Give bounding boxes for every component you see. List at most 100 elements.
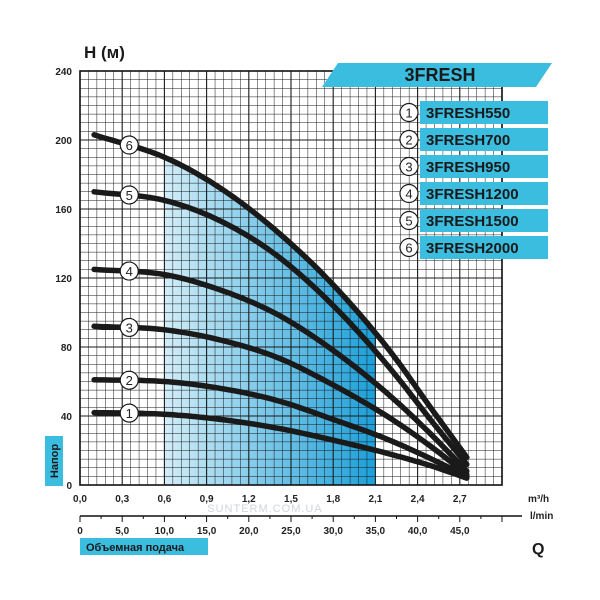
x-tick-label-top: 1,5 [284, 494, 298, 505]
data-point [331, 282, 336, 288]
legend-entry-6: 3FRESH2000 [426, 240, 519, 257]
series-line-3 [91, 323, 470, 478]
series-line-2 [91, 377, 470, 480]
x-tick-label-top: 0,9 [200, 494, 214, 505]
legend-marker-label: 2 [405, 133, 412, 148]
axes [79, 515, 522, 522]
data-point [429, 432, 434, 438]
x-tick-label-top: 2,4 [411, 494, 425, 505]
data-point [387, 415, 392, 420]
series-marker-label: 2 [126, 373, 133, 388]
series-marker-4 [119, 261, 139, 281]
legend-swatch [420, 182, 548, 205]
x-axis-title-box [80, 538, 208, 555]
y-tick-label: 120 [55, 274, 72, 285]
series-marker-3 [119, 317, 139, 338]
data-point [162, 412, 167, 417]
x-tick-label-top: 2,1 [368, 494, 382, 505]
data-point [464, 455, 469, 460]
x-axis-title: Объемная подача [86, 542, 185, 554]
series-layer: 1 2 3 4 5 6 [91, 132, 470, 481]
legend-entry-5: 3FRESH1500 [426, 213, 519, 230]
series-marker-label: 3 [126, 320, 133, 335]
data-point [429, 444, 434, 450]
series-marker-1 [119, 403, 139, 423]
series-line-6 [91, 132, 470, 461]
legend-entry-1: 3FRESH550 [426, 105, 510, 122]
legend: 3FRESH 1 3FRESH550 2 3FRESH700 3 3FRESH950 4 3FR… [322, 63, 552, 259]
x-tick-label-bottom: 35,0 [366, 526, 386, 537]
data-point [274, 253, 280, 258]
y-side-label: Напор [49, 444, 61, 478]
data-point [331, 382, 336, 388]
series-line-4 [91, 266, 470, 474]
data-point [274, 312, 280, 317]
data-point [429, 406, 434, 412]
x-tick-label-top: 1,8 [326, 494, 340, 505]
data-point [274, 355, 280, 360]
data-point [387, 393, 392, 398]
data-point [331, 417, 336, 422]
series-marker-5 [119, 185, 139, 205]
data-point [91, 377, 97, 382]
legend-marker-label: 3 [405, 160, 412, 175]
series-line-1 [91, 409, 470, 481]
data-point [464, 462, 469, 467]
legend-swatch [420, 209, 548, 232]
data-point [91, 324, 97, 329]
data-point [464, 469, 469, 474]
x-tick-label-top: 0,3 [115, 494, 129, 505]
watermark: SUNTERM.COM.UA [207, 503, 322, 515]
data-point [331, 303, 336, 308]
legend-marker-label: 4 [405, 187, 412, 202]
x-tick-label-bottom: 45,0 [450, 526, 470, 537]
series-marker-label: 1 [126, 406, 133, 421]
data-point [218, 386, 223, 391]
data-point [218, 186, 223, 191]
y-tick-label: 200 [55, 136, 72, 147]
data-point [218, 218, 223, 224]
legend-marker [399, 102, 419, 123]
y-tick-label: 160 [55, 205, 72, 216]
legend-swatch [420, 236, 548, 259]
x-tick-label-bottom: 25,0 [281, 526, 301, 537]
legend-swatch [420, 101, 548, 124]
legend-marker [399, 156, 419, 177]
series-marker-label: 5 [126, 188, 133, 203]
series-marker-6 [119, 135, 139, 155]
data-point [387, 348, 392, 353]
data-point [218, 287, 223, 293]
y-tick-label: 40 [61, 412, 73, 423]
data-point [387, 451, 392, 457]
series-line-5 [91, 189, 470, 468]
data-point [162, 272, 167, 277]
data-point [91, 132, 97, 137]
series-marker-2 [119, 370, 139, 390]
legend-swatch [420, 155, 548, 178]
data-point [274, 425, 280, 431]
data-point [91, 410, 97, 415]
data-point [162, 198, 167, 203]
y-axis-title: H (м) [84, 43, 125, 62]
data-point [331, 348, 336, 353]
data-point [91, 267, 97, 272]
data-point [331, 437, 336, 443]
legend-marker [399, 129, 419, 150]
data-point [274, 398, 280, 403]
x-tick-label-top: 0,6 [157, 494, 171, 505]
x-tick-label-bottom: 5,0 [115, 526, 129, 537]
legend-marker [399, 183, 419, 204]
legend-swatch [420, 128, 548, 151]
x-tick-label-bottom: 40,0 [408, 526, 428, 537]
x-tick-label-top: 2,7 [453, 494, 467, 505]
data-point [218, 417, 223, 422]
legend-entry-4: 3FRESH1200 [426, 186, 519, 203]
data-point [429, 456, 434, 462]
legend-marker-label: 6 [405, 241, 412, 256]
x-axis-symbol: Q [532, 541, 544, 558]
x-unit-top: m³/h [528, 494, 549, 505]
series-marker-label: 4 [126, 264, 133, 279]
x-tick-label-bottom: 30,0 [323, 526, 343, 537]
data-point [218, 337, 223, 343]
